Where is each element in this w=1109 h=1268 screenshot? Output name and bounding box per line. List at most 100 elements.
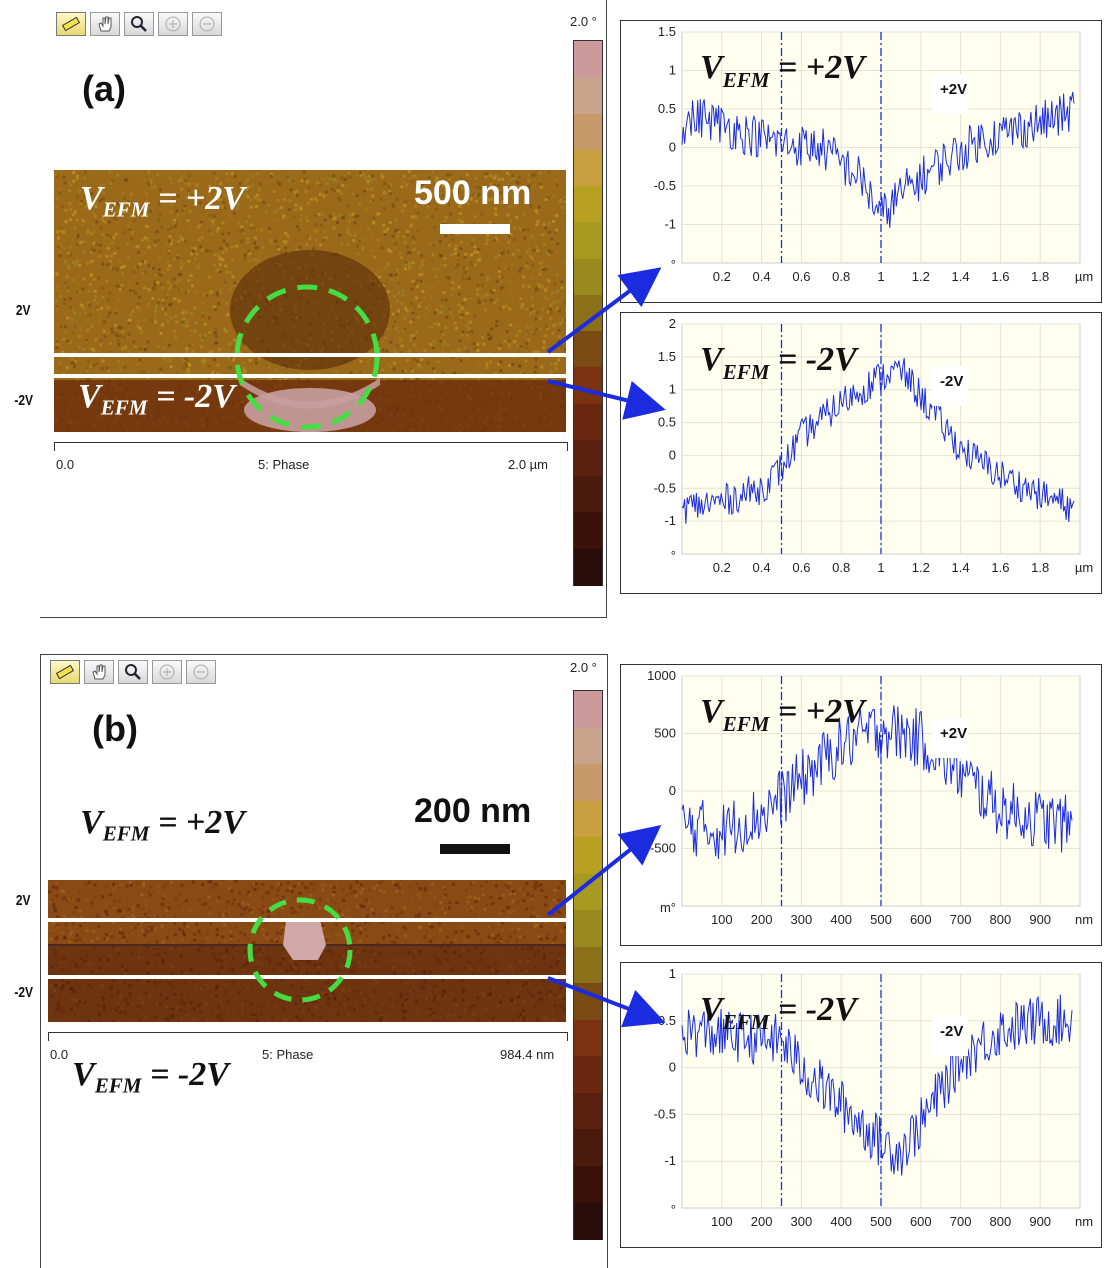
x-unit-label: nm	[1075, 912, 1093, 927]
colorbar-step	[574, 548, 602, 586]
magnifier-icon	[131, 16, 147, 32]
colorbar-step	[574, 1202, 602, 1240]
x-tick-label: 1	[877, 269, 884, 284]
panel-a-profile-bottom: 0.2 0.4 0.6 0.8 1 1.2 1.4 1.6 1.8 µm 2 1.5 1 0.5 0 -0.5…	[620, 312, 1102, 594]
profile-trace	[681, 705, 1073, 860]
panel-a-toolbar	[56, 12, 222, 36]
x-tick-label: 600	[910, 1214, 932, 1229]
ruler-icon	[55, 664, 75, 680]
y-tick-label: -500	[650, 841, 676, 856]
legend-box	[932, 366, 968, 406]
panel-a-colorbar-max: 2.0 °	[570, 14, 597, 29]
x-tick-label: 300	[791, 1214, 813, 1229]
legend-box	[932, 74, 968, 114]
colorbar-step	[574, 476, 602, 514]
colorbar-step	[574, 691, 602, 729]
vefm-overlay: VEFM = -2V	[700, 991, 859, 1034]
panel-b-frame	[40, 654, 608, 1268]
x-tick-label: 1.8	[1031, 269, 1049, 284]
x-tick-label: 400	[830, 1214, 852, 1229]
ruler-tool-button[interactable]	[56, 12, 86, 36]
zoom-in-icon	[165, 16, 181, 32]
colorbar-step	[574, 294, 602, 333]
panel-b-bias-top: 2V	[15, 892, 31, 909]
legend-label: -2V	[940, 373, 963, 390]
colorbar-step	[574, 1092, 602, 1131]
profile-trace	[681, 357, 1075, 524]
panel-a-phase-image	[54, 170, 566, 432]
panel-a-label: (a)	[82, 68, 126, 109]
zoom-in-button[interactable]	[158, 12, 188, 36]
y-tick-label: 0.5	[658, 1013, 676, 1028]
colorbar-step	[574, 1129, 602, 1167]
y-tick-label: -0.5	[654, 480, 676, 495]
colorbar-step	[574, 910, 602, 948]
x-tick-label: 1.2	[912, 560, 930, 575]
y-tick-label: -0.5	[654, 1106, 676, 1121]
profile-trace	[681, 91, 1075, 228]
colorbar-step	[574, 222, 602, 260]
x-tick-label: 200	[751, 1214, 773, 1229]
x-tick-label: 0.6	[792, 560, 810, 575]
colorbar-step	[574, 873, 602, 912]
colorbar-step	[574, 258, 602, 296]
x-unit-label: µm	[1075, 560, 1093, 575]
ruler-tool-button[interactable]	[50, 660, 80, 684]
zoom-out-button[interactable]	[186, 660, 216, 684]
x-tick-label: 200	[751, 912, 773, 927]
zoom-tool-button[interactable]	[124, 12, 154, 36]
y-unit-label: °	[671, 257, 676, 272]
zoom-tool-button[interactable]	[118, 660, 148, 684]
y-unit-label: m°	[660, 900, 676, 915]
colorbar-step	[574, 727, 602, 766]
x-tick-label: 1	[877, 560, 884, 575]
y-tick-label: 0	[669, 1060, 676, 1075]
x-tick-label: 0.8	[832, 269, 850, 284]
colorbar-step	[574, 1056, 602, 1094]
colorbar-step	[574, 113, 602, 151]
highlight-circle	[234, 284, 380, 430]
legend-box	[932, 1016, 968, 1056]
vefm-overlay: VEFM = -2V	[700, 341, 859, 384]
y-tick-label: 1	[669, 63, 676, 78]
panel-b-axis-start: 0.0	[50, 1047, 69, 1062]
colorbar-step	[574, 186, 602, 224]
colorbar-step	[574, 77, 602, 115]
panel-b-axis-end: 984.4 nm	[500, 1047, 555, 1062]
colorbar-step	[574, 149, 602, 188]
y-tick-label: 0.5	[658, 101, 676, 116]
x-unit-label: nm	[1075, 1214, 1093, 1229]
y-tick-label: 1.5	[658, 24, 676, 39]
x-tick-label: 100	[711, 1214, 733, 1229]
panel-a-axis-start: 0.0	[56, 457, 75, 472]
panel-a-profile-top: 0.2 0.4 0.6 0.8 1 1.2 1.4 1.6 1.8 µm 1.5 1 0.5 0 -0.5 -…	[620, 20, 1102, 303]
ruler-icon	[61, 16, 81, 32]
hand-tool-button[interactable]	[84, 660, 114, 684]
zoom-out-button[interactable]	[192, 12, 222, 36]
hand-tool-button[interactable]	[90, 12, 120, 36]
panel-a-colorbar	[573, 40, 603, 586]
x-tick-label: 900	[1029, 912, 1051, 927]
zoom-in-button[interactable]	[152, 660, 182, 684]
panel-a-axis-end: 2.0 µm	[508, 457, 549, 472]
x-tick-label: 900	[1029, 1214, 1051, 1229]
colorbar-step	[574, 41, 602, 79]
hand-icon	[92, 664, 106, 680]
x-tick-label: 800	[990, 1214, 1012, 1229]
bright-spot	[283, 920, 326, 960]
x-tick-label: 0.6	[792, 269, 810, 284]
hand-icon	[98, 16, 112, 32]
panel-b-axis-line	[48, 1032, 568, 1041]
colorbar-step	[574, 439, 602, 478]
panel-a-axis-title: 5: Phase	[258, 457, 310, 472]
x-tick-label: 0.4	[753, 560, 771, 575]
panel-b-profile-bottom: 100 200 300 400 500 600 700 800 900 nm 1 0.5 0 -0.5 -1…	[620, 962, 1102, 1248]
y-tick-label: 1	[669, 382, 676, 397]
panel-b-scale-bar	[440, 844, 510, 854]
x-tick-label: 1.6	[991, 560, 1009, 575]
y-tick-label: 1000	[647, 668, 676, 683]
panel-a-bias-top: 2V	[15, 302, 31, 319]
zoom-out-icon	[199, 16, 215, 32]
y-tick-label: -0.5	[654, 178, 676, 193]
panel-b-colorbar	[573, 690, 603, 1240]
